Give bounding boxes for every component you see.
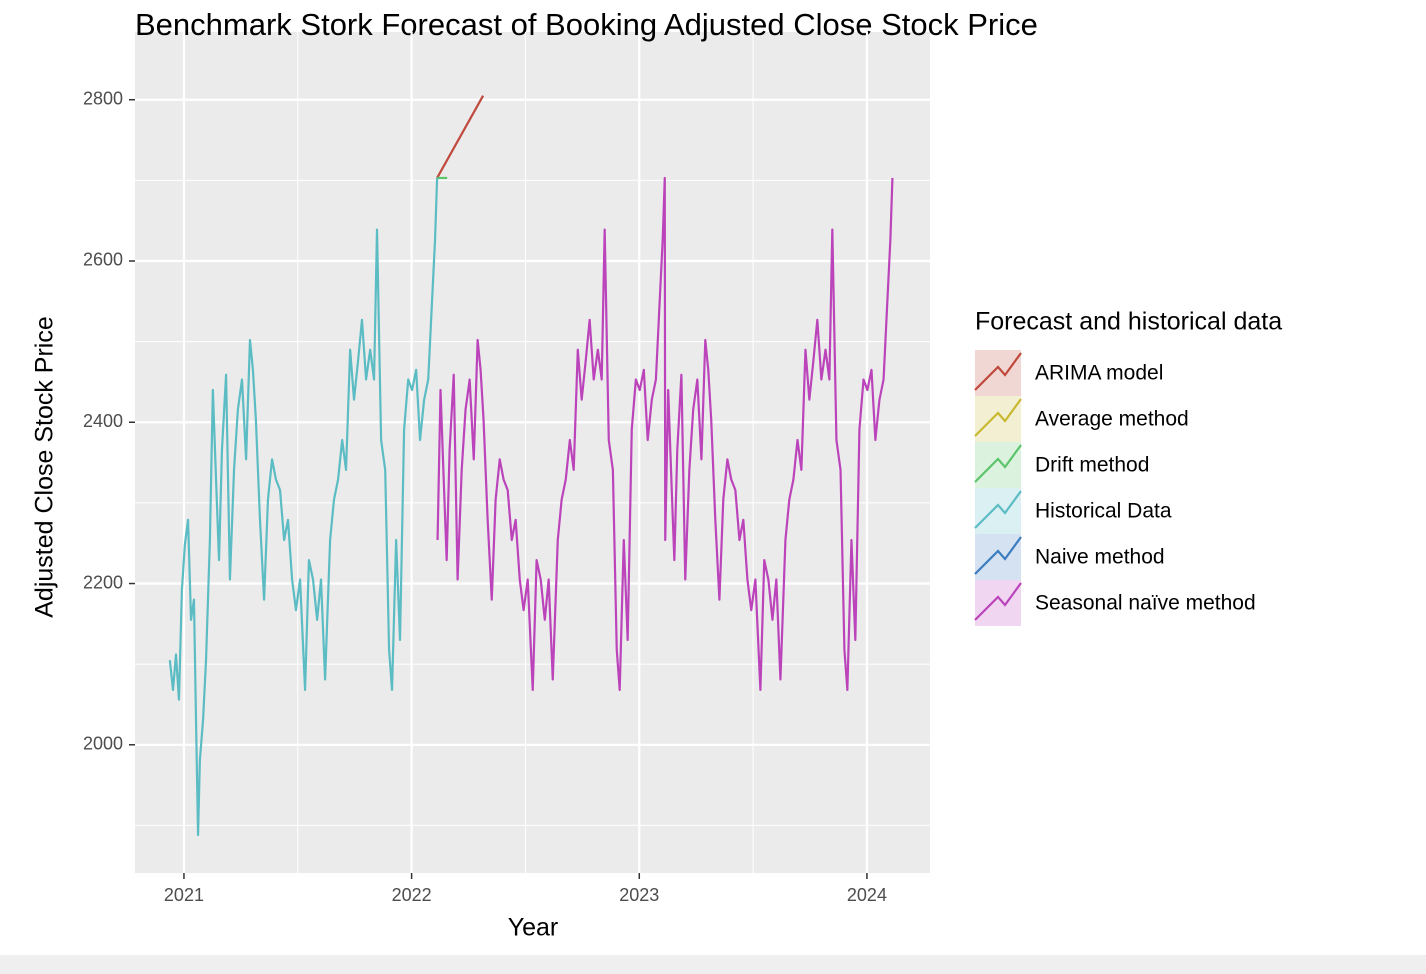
legend-symbol xyxy=(974,490,1022,529)
x-tick-label: 2022 xyxy=(392,885,432,905)
legend-key xyxy=(975,534,1021,580)
y-tick-label: 2800 xyxy=(83,88,123,108)
x-tick-label: 2021 xyxy=(164,885,204,905)
legend-label: Drift method xyxy=(1035,454,1149,477)
series-line xyxy=(436,95,485,179)
series-line xyxy=(168,177,439,837)
legend-key xyxy=(975,350,1021,396)
legend-label: Average method xyxy=(1035,408,1189,431)
x-axis-label: Year xyxy=(508,914,559,942)
y-tick-label: 2600 xyxy=(83,250,123,270)
legend-label: ARIMA model xyxy=(1035,362,1163,385)
legend-symbol xyxy=(974,398,1022,437)
window-footer xyxy=(0,955,1426,974)
legend-symbol xyxy=(974,536,1022,575)
legend-key xyxy=(975,396,1021,442)
x-tick-label: 2024 xyxy=(847,885,887,905)
chart-title: Benchmark Stork Forecast of Booking Adju… xyxy=(135,7,1038,42)
legend-symbol xyxy=(974,444,1022,483)
legend-label: Naive method xyxy=(1035,546,1165,569)
plot-panel xyxy=(135,32,930,873)
legend-label: Historical Data xyxy=(1035,500,1172,523)
legend-key xyxy=(975,442,1021,488)
legend-title: Forecast and historical data xyxy=(975,308,1282,336)
legend-label: Seasonal naïve method xyxy=(1035,592,1256,615)
y-tick-label: 2400 xyxy=(83,411,123,431)
legend-key xyxy=(975,580,1021,626)
y-tick-label: 2200 xyxy=(83,572,123,592)
y-axis-label: Adjusted Close Stock Price xyxy=(31,316,59,618)
y-tick-label: 2000 xyxy=(83,734,123,754)
legend-symbol xyxy=(974,582,1022,621)
series-line xyxy=(436,176,894,692)
x-tick-label: 2023 xyxy=(619,885,659,905)
legend-key xyxy=(975,488,1021,534)
legend-symbol xyxy=(974,352,1022,391)
